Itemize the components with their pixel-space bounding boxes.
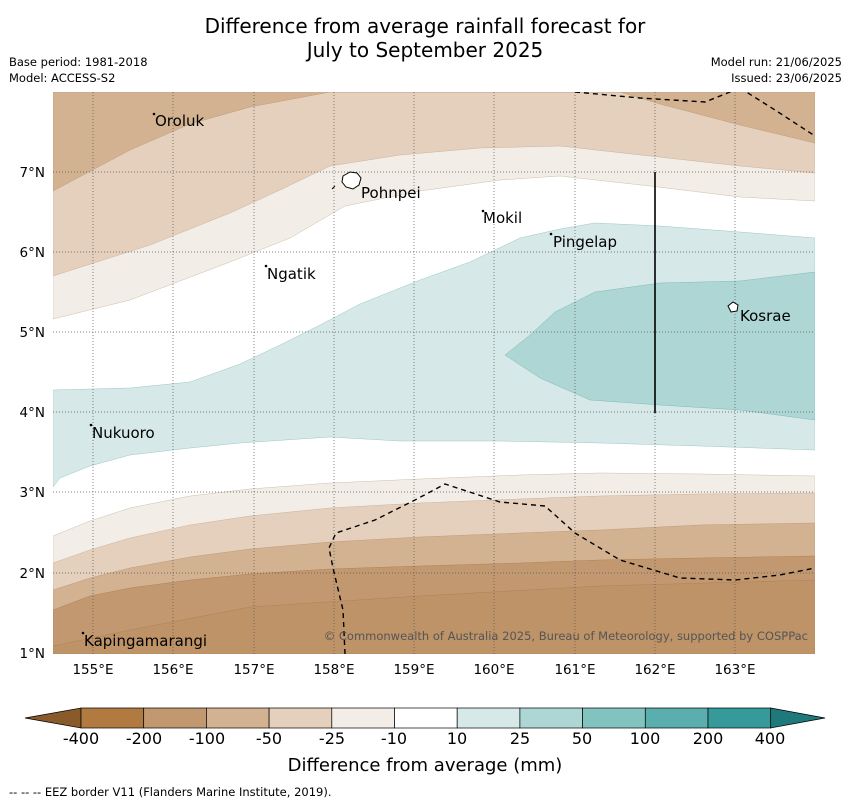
graticule (53, 92, 815, 654)
place-ngatik: Ngatik (267, 265, 316, 283)
meta-left: Base period: 1981-2018 Model: ACCESS-S2 (9, 54, 148, 86)
dry-band-minus200-south-tint (53, 579, 815, 654)
place-oroluk: Oroluk (155, 112, 204, 130)
longitude-labels: 155°E 156°E 157°E 158°E 159°E 160°E 161°… (72, 662, 755, 678)
cb-tick-minus200: -200 (125, 729, 163, 748)
latitude-labels: 7°N 6°N 5°N 4°N 3°N 2°N 1°N (20, 165, 45, 662)
cb-tick-200: 200 (692, 729, 724, 748)
lon-label-163e: 163°E (714, 662, 755, 678)
colorbar-segment-9 (582, 707, 646, 729)
colorbar (24, 707, 826, 729)
cb-tick-minus400: -400 (62, 729, 100, 748)
place-pingelap: Pingelap (553, 233, 617, 251)
title-line-2: July to September 2025 (306, 38, 544, 62)
pohnpei-island-icon (341, 171, 362, 190)
lat-label-1n: 1°N (20, 646, 45, 662)
eez-footnote: -- -- -- EEZ border V11 (Flanders Marine… (9, 785, 332, 799)
colorbar-segment-5 (331, 707, 395, 729)
place-nukuoro: Nukuoro (92, 424, 155, 442)
model-name: Model: ACCESS-S2 (9, 71, 116, 85)
lat-label-6n: 6°N (20, 245, 45, 261)
lon-label-158e: 158°E (313, 662, 354, 678)
lon-label-161e: 161°E (554, 662, 595, 678)
meta-right: Model run: 21/06/2025 Issued: 23/06/2025 (711, 54, 842, 86)
cb-tick-100: 100 (629, 729, 661, 748)
issued-date: Issued: 23/06/2025 (731, 71, 842, 85)
colorbar-segment-4 (268, 707, 333, 729)
forecast-map: Oroluk Pohnpei Mokil Pingelap Ngatik Kos… (53, 92, 815, 654)
colorbar-segment-11 (707, 707, 772, 729)
colorbar-segment-1 (80, 707, 145, 729)
dry-band-minus50 (53, 92, 815, 192)
colorbar-label: Difference from average (mm) (287, 755, 563, 776)
cb-tick-minus50: -50 (255, 729, 283, 748)
cb-tick-minus25: -25 (318, 729, 346, 748)
base-period: Base period: 1981-2018 (9, 55, 148, 69)
cb-tick-minus10: -10 (380, 729, 408, 748)
cb-tick-400: 400 (754, 729, 786, 748)
lon-label-155e: 155°E (72, 662, 113, 678)
lon-label-160e: 160°E (473, 662, 514, 678)
colorbar-segment-10 (644, 707, 709, 729)
kosrae-island-icon (727, 301, 739, 313)
dry-band-minus25 (53, 92, 815, 277)
islands (81, 112, 739, 635)
colorbar-segment-2 (143, 707, 207, 729)
place-pohnpei: Pohnpei (361, 184, 421, 202)
cb-tick-50: 50 (571, 729, 593, 748)
eez-border (328, 92, 815, 654)
colorbar-segment-7 (456, 707, 521, 729)
lon-label-159e: 159°E (393, 662, 434, 678)
colorbar-segment-8 (519, 707, 583, 729)
map-title: Difference from average rainfall forecas… (0, 14, 850, 62)
lat-label-7n: 7°N (20, 165, 45, 181)
colorbar-segment-3 (206, 707, 270, 729)
cb-tick-minus100: -100 (188, 729, 226, 748)
place-mokil: Mokil (483, 209, 522, 227)
lon-label-157e: 157°E (233, 662, 274, 678)
lat-label-5n: 5°N (20, 325, 45, 341)
model-run: Model run: 21/06/2025 (710, 55, 842, 69)
lat-label-2n: 2°N (20, 566, 45, 582)
cb-tick-10: 10 (446, 729, 468, 748)
lat-label-4n: 4°N (20, 405, 45, 421)
lon-label-162e: 162°E (634, 662, 675, 678)
copyright-notice: © Commonwealth of Australia 2025, Bureau… (324, 629, 808, 643)
colorbar-extend-low (24, 707, 82, 729)
place-kosrae: Kosrae (740, 307, 791, 325)
place-kapingamarangi: Kapingamarangi (84, 632, 207, 650)
title-line-1: Difference from average rainfall forecas… (204, 14, 646, 38)
lon-label-156e: 156°E (152, 662, 193, 678)
cb-tick-25: 25 (509, 729, 531, 748)
lat-label-3n: 3°N (20, 485, 45, 501)
colorbar-extend-high (770, 707, 826, 729)
colorbar-segment-6 (394, 707, 458, 729)
